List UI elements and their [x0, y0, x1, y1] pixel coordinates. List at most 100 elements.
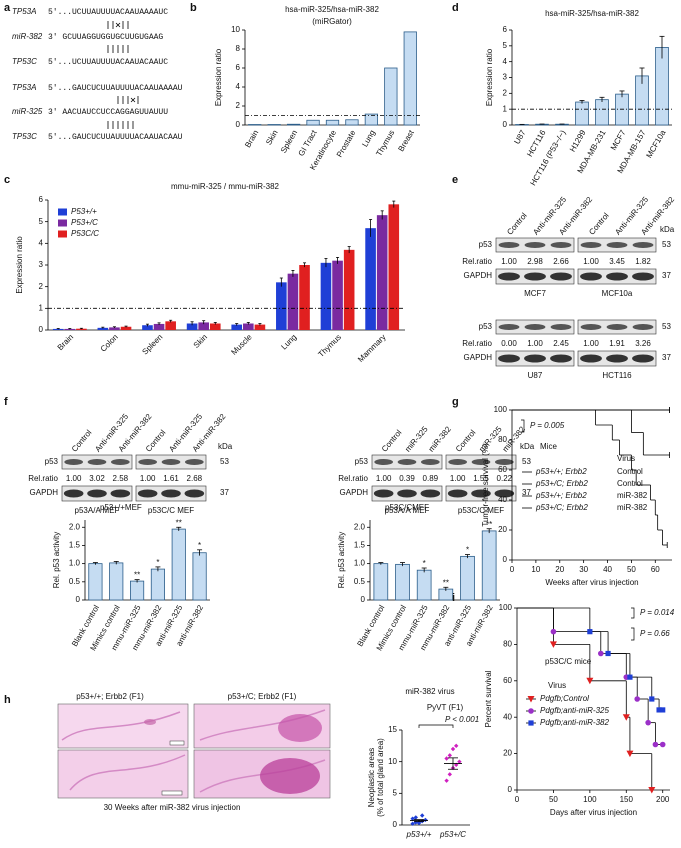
- kda-marker: 37: [220, 488, 229, 497]
- bar: [306, 119, 320, 126]
- bar: [376, 215, 388, 330]
- legend-swatch: [58, 219, 67, 227]
- y-tick-label: 60: [498, 465, 507, 474]
- band: [421, 459, 440, 465]
- chart-subtitle: PyVT (F1): [427, 703, 464, 712]
- kda-marker: 53: [662, 322, 671, 331]
- pairing-marks: [107, 21, 139, 129]
- y-tick-label: 1.5: [354, 541, 366, 550]
- bar: [416, 569, 432, 601]
- data-point: [410, 821, 415, 826]
- marker: [605, 650, 611, 657]
- p-value: P = 0.66: [640, 629, 670, 638]
- bar: [76, 328, 87, 330]
- panel-label: b: [190, 2, 197, 14]
- y-tick-label: 0: [361, 595, 366, 604]
- x-tick-label: 200: [656, 795, 670, 804]
- band: [397, 489, 417, 498]
- bar: [120, 326, 132, 330]
- bar: [320, 262, 332, 330]
- marker: [550, 628, 557, 635]
- legend-label: p53+/+; Erbb2: [535, 467, 587, 476]
- y-axis-label: Expression ratio: [485, 48, 494, 106]
- band: [111, 459, 130, 465]
- legend-title: Virus: [617, 454, 635, 463]
- y-tick-label: 60: [503, 676, 512, 685]
- data-point: [447, 753, 452, 758]
- band: [447, 489, 468, 498]
- band: [498, 354, 520, 363]
- ratio: 1.61: [163, 474, 179, 483]
- band: [185, 459, 204, 465]
- cell-label: p53A/A MEF: [385, 506, 430, 515]
- legend-label: Pdgfb;anti-miR-325: [540, 706, 609, 715]
- gene-label: miR-382: [12, 32, 43, 41]
- band: [606, 272, 628, 281]
- marker: [634, 696, 641, 702]
- ratio: 0.39: [399, 474, 415, 483]
- band: [580, 272, 602, 281]
- bar: [171, 528, 186, 601]
- bar: [109, 327, 120, 330]
- kda-label: kDa: [520, 442, 535, 451]
- ratio: 1.00: [450, 474, 466, 483]
- y-tick-label: 6: [236, 63, 241, 72]
- significance: **: [134, 571, 140, 580]
- y-tick-label: 6: [503, 25, 508, 34]
- y-axis-label: Neoplastic areas: [367, 748, 376, 808]
- band: [498, 242, 520, 248]
- data-point: [416, 820, 422, 826]
- ratio: 1.00: [140, 474, 156, 483]
- significance: **: [176, 518, 182, 527]
- cell-label: MCF7: [524, 289, 546, 298]
- y-tick-label: 3: [503, 73, 508, 82]
- band: [87, 489, 107, 498]
- x-tick-label: 60: [651, 565, 660, 574]
- bar: [231, 324, 243, 330]
- ratio: 1.00: [583, 339, 599, 348]
- band: [550, 272, 572, 281]
- y-tick-label: 15: [388, 725, 397, 734]
- ratio: 2.98: [527, 257, 543, 266]
- bar: [198, 322, 209, 330]
- bar: [655, 47, 669, 126]
- band: [524, 242, 546, 248]
- legend-virus: Control: [617, 467, 643, 476]
- y-tick-label: 5: [503, 41, 508, 50]
- x-tick-label: 30: [579, 565, 588, 574]
- bar: [97, 327, 109, 330]
- band: [632, 272, 654, 281]
- y-axis-label: Rel. p53 activity: [52, 532, 61, 588]
- legend-title: Virus: [548, 681, 566, 690]
- marker: [626, 750, 634, 758]
- y-tick-label: 3: [39, 260, 44, 269]
- ratio: 1.00: [376, 474, 392, 483]
- legend-label: P53C/C: [71, 229, 99, 238]
- y-tick-label: 10: [231, 25, 240, 34]
- y-tick-label: 2: [236, 101, 241, 110]
- marker: [528, 720, 534, 726]
- band: [550, 242, 572, 248]
- bar: [209, 323, 221, 330]
- y-tick-label: 0: [503, 555, 508, 564]
- p-value: P = 0.014: [640, 608, 675, 617]
- bar: [287, 273, 299, 330]
- bar: [388, 204, 400, 330]
- data-point: [444, 778, 449, 783]
- x-tick-label: 150: [620, 795, 634, 804]
- bar: [88, 563, 103, 601]
- bar: [595, 99, 609, 126]
- band: [374, 459, 393, 465]
- band: [397, 459, 417, 465]
- y-tick-label: 80: [503, 640, 512, 649]
- x-tick-label: 40: [603, 565, 612, 574]
- chart-title: p53+/+MEF: [100, 503, 142, 512]
- marker: [659, 741, 666, 748]
- marker: [652, 741, 659, 748]
- cell-label: U87: [528, 371, 543, 380]
- x-tick-label: 50: [549, 795, 558, 804]
- cell-label: MCF10a: [602, 289, 633, 298]
- y-tick-label: 2.0: [354, 522, 366, 531]
- band: [184, 489, 205, 498]
- legend-title: Mice: [540, 442, 557, 451]
